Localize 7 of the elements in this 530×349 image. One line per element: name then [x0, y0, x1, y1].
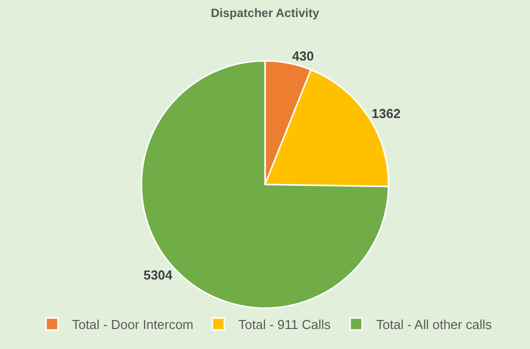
data-label: 5304	[143, 267, 174, 282]
chart-title: Dispatcher Activity	[210, 6, 320, 20]
legend-label: Total - All other calls	[376, 317, 492, 332]
data-label: 430	[292, 48, 314, 64]
legend-label: Total - Door Intercom	[72, 317, 194, 332]
data-label: 1362	[372, 106, 401, 122]
legend-label: Total - 911 Calls	[238, 317, 332, 332]
